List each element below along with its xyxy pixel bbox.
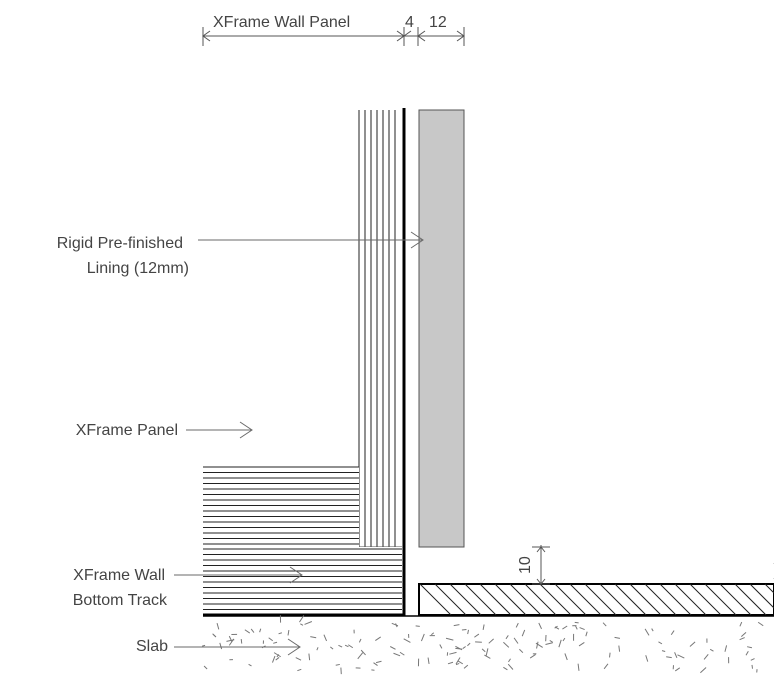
- bottom-track: [203, 547, 402, 614]
- annotation-lining: Rigid Pre-finished Lining (12mm): [57, 231, 424, 277]
- track-outline: [203, 108, 406, 617]
- floor-finish: [418, 563, 774, 616]
- step-height-dimension-label: 10: [517, 556, 534, 574]
- top-dimension-string: XFrame Wall Panel 4 12: [202, 14, 465, 46]
- lining-label-line1: Rigid Pre-finished: [57, 235, 183, 252]
- rigid-lining: [418, 109, 465, 548]
- annotation-panel: XFrame Panel: [76, 421, 253, 439]
- panel-label: XFrame Panel: [76, 422, 178, 439]
- xframe-panel-horizontal: [203, 466, 359, 547]
- wall-panel-dimension-label: XFrame Wall Panel: [213, 14, 350, 31]
- slab-texture: [202, 615, 764, 675]
- gap-dimension-label: 4: [405, 14, 414, 31]
- bottom-track-label-line2: Bottom Track: [73, 592, 168, 609]
- lining-thickness-dimension-label: 12: [429, 14, 447, 31]
- xframe-panel-vertical: [358, 110, 402, 548]
- step-height-dimension: 10: [517, 545, 550, 585]
- lining-label-line2: Lining (12mm): [87, 260, 189, 277]
- annotation-slab: Slab: [136, 638, 301, 656]
- slab-label: Slab: [136, 638, 168, 655]
- bottom-track-label-line1: XFrame Wall: [73, 567, 165, 584]
- annotation-bottom-track: XFrame Wall Bottom Track: [73, 566, 303, 609]
